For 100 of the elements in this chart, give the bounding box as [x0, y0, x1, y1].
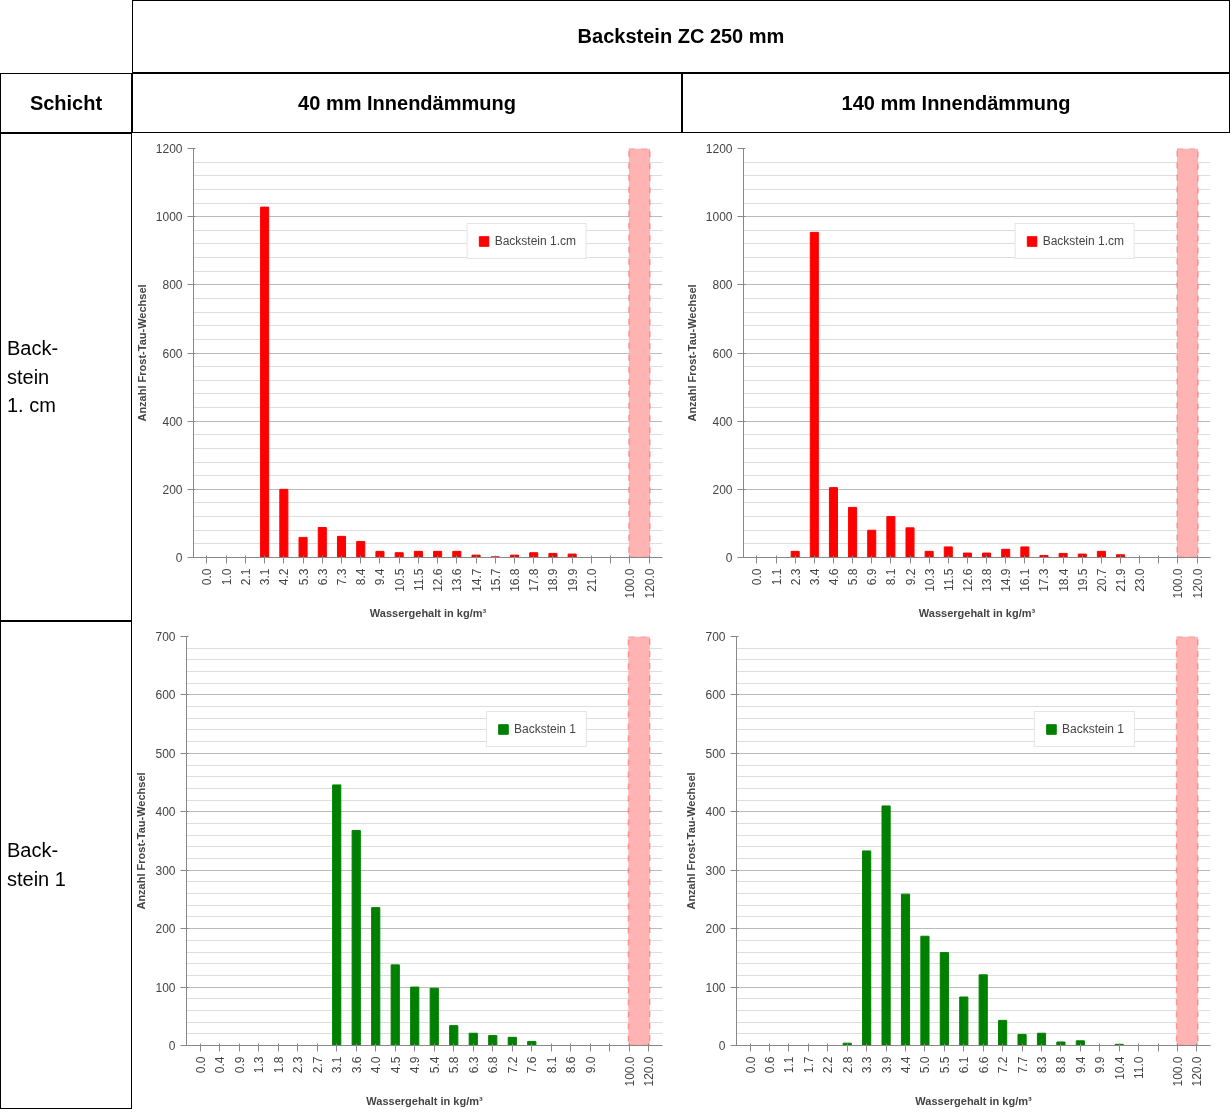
y-tick-label: 700 [705, 630, 726, 644]
x-tick-label: 8.4 [354, 568, 369, 586]
x-tick-label: 7.2 [505, 1056, 520, 1074]
y-tick-label: 400 [705, 805, 726, 820]
x-tick-label: 3.3 [860, 1056, 875, 1074]
x-tick-label: 13.6 [450, 568, 465, 592]
x-tick-label: 9.9 [1093, 1056, 1108, 1074]
x-tick-label: 12.6 [431, 568, 446, 592]
x-tick-label: 10.4 [1112, 1056, 1127, 1080]
x-tick-label: 120.0 [642, 1056, 657, 1087]
x-tick-label: 3.6 [349, 1056, 364, 1074]
x-tick-label: 2.1 [238, 568, 253, 586]
x-tick-label: 0.0 [200, 568, 215, 586]
x-tick-label: 19.9 [565, 568, 580, 592]
x-tick-label: 18.4 [1056, 568, 1071, 592]
x-axis-title: Wassergehalt in kg/m³ [915, 1094, 1033, 1107]
x-tick-label: 1.7 [801, 1056, 816, 1074]
x-tick-label: 3.1 [258, 568, 273, 586]
x-tick-label: 0.6 [763, 1056, 778, 1074]
x-tick-label: 6.8 [486, 1056, 501, 1074]
x-tick-label: 10.3 [922, 568, 937, 592]
chart-title: 40 mm Innendämmung [298, 90, 516, 116]
x-tick-label: 14.9 [999, 568, 1014, 592]
x-tick-label: 2.2 [821, 1056, 836, 1074]
x-tick-label: 5.8 [447, 1056, 462, 1074]
y-tick-label: 400 [155, 805, 176, 820]
x-tick-label: 5.5 [937, 1056, 952, 1074]
y-tick-label: 1000 [705, 210, 733, 225]
y-axis-title: Anzahl Frost-Tau-Wechsel [685, 772, 698, 910]
chart-title: 140 mm Innendämmung [841, 90, 1071, 116]
x-tick-label: 8.1 [884, 568, 899, 586]
x-tick-label: 7.6 [525, 1056, 540, 1074]
x-tick-label: 8.8 [1054, 1056, 1069, 1074]
y-tick-label: 1200 [705, 142, 733, 156]
x-tick-label: 100.0 [623, 568, 638, 599]
x-tick-label: 20.7 [1094, 568, 1109, 592]
x-tick-label: 7.7 [1015, 1056, 1030, 1074]
y-tick-label: 1000 [155, 210, 183, 225]
x-tick-label: 14.7 [469, 568, 484, 592]
x-tick-label: 0.0 [193, 1056, 208, 1074]
legend-label: Backstein 1 [513, 722, 576, 736]
x-tick-label: 2.7 [310, 1056, 325, 1074]
legend-label: Backstein 1.cm [1042, 234, 1124, 248]
y-tick-label: 500 [155, 746, 176, 761]
x-tick-label: 8.6 [564, 1056, 579, 1074]
y-axis-title: Anzahl Frost-Tau-Wechsel [685, 284, 698, 422]
x-tick-label: 0.0 [743, 1056, 758, 1074]
x-tick-label: 5.4 [427, 1056, 442, 1074]
x-tick-label: 17.8 [527, 568, 542, 592]
y-tick-label: 600 [705, 688, 726, 703]
legend-label: Backstein 1 [1061, 722, 1124, 736]
y-tick-label: 200 [162, 482, 183, 497]
x-tick-label: 4.6 [826, 568, 841, 586]
x-tick-label: 0.9 [232, 1056, 247, 1074]
y-tick-label: 300 [705, 863, 726, 878]
x-tick-label: 5.8 [846, 568, 861, 586]
y-tick-label: 600 [162, 346, 183, 361]
x-tick-label: 7.3 [335, 568, 349, 586]
x-tick-label: 11.5 [411, 568, 426, 591]
y-tick-label: 0 [168, 1039, 176, 1053]
text: Back- stein 1 [7, 838, 66, 892]
y-tick-label: 0 [175, 551, 183, 565]
x-tick-label: 2.3 [788, 568, 803, 586]
x-tick-label: 1.8 [271, 1056, 286, 1074]
x-tick-label: 9.4 [1073, 1056, 1088, 1074]
x-tick-label: 21.9 [1114, 568, 1129, 592]
x-tick-label: 6.9 [865, 568, 880, 586]
x-tick-label: 100.0 [622, 1056, 637, 1087]
x-tick-label: 5.0 [918, 1056, 933, 1074]
x-tick-label: 120.0 [1190, 568, 1205, 599]
x-tick-label: 4.9 [408, 1056, 423, 1074]
y-tick-label: 0 [725, 551, 733, 565]
y-tick-label: 400 [712, 414, 733, 429]
text: Back- stein 1. cm [7, 336, 59, 419]
y-axis-title: Anzahl Frost-Tau-Wechsel [135, 284, 148, 422]
x-tick-label: 3.4 [807, 568, 822, 586]
x-tick-label: 9.0 [583, 1056, 598, 1074]
x-tick-label: 120.0 [1190, 1056, 1205, 1087]
x-tick-label: 6.6 [976, 1056, 991, 1074]
x-tick-label: 15.7 [488, 568, 503, 592]
x-tick-label: 6.3 [315, 568, 330, 586]
x-tick-label: 120.0 [642, 568, 657, 599]
x-tick-label: 17.3 [1037, 568, 1052, 592]
text: Schicht [29, 90, 103, 116]
x-tick-label: 10.5 [392, 568, 407, 592]
y-tick-label: 400 [162, 414, 183, 429]
x-tick-label: 11.0 [1132, 1056, 1147, 1079]
x-tick-label: 2.8 [840, 1056, 855, 1074]
y-tick-label: 600 [712, 346, 733, 361]
x-tick-label: 100.0 [1170, 1056, 1185, 1087]
y-tick-label: 800 [712, 278, 733, 293]
x-tick-label: 11.5 [941, 568, 956, 591]
x-tick-label: 7.2 [996, 1056, 1011, 1074]
x-tick-label: 1.3 [252, 1056, 267, 1074]
x-tick-label: 21.0 [584, 568, 599, 592]
x-tick-label: 2.3 [291, 1056, 306, 1074]
x-tick-label: 16.1 [1018, 568, 1033, 592]
y-tick-label: 600 [155, 688, 176, 703]
y-tick-label: 1200 [155, 142, 183, 156]
x-tick-label: 3.1 [330, 1056, 345, 1074]
